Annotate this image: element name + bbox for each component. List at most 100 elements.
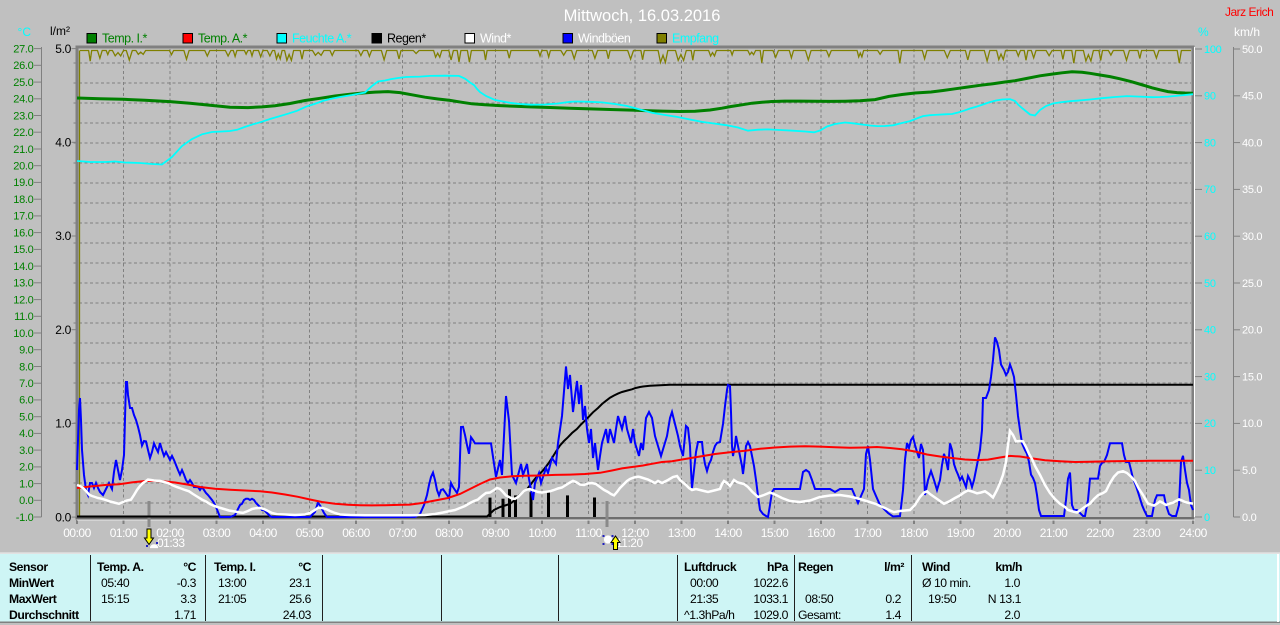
svg-text:20.0: 20.0 [1242, 325, 1262, 337]
svg-text:Ø 10 min.: Ø 10 min. [922, 576, 971, 590]
svg-text:25.6: 25.6 [289, 592, 312, 606]
svg-text:1.4: 1.4 [885, 608, 901, 622]
svg-text:Temp. A.: Temp. A. [97, 560, 144, 574]
svg-text:30.0: 30.0 [1242, 231, 1262, 243]
svg-text:10:00: 10:00 [528, 526, 556, 540]
svg-text:24.03: 24.03 [283, 608, 312, 622]
svg-text:23:00: 23:00 [1133, 526, 1161, 540]
svg-text:1.0: 1.0 [1004, 576, 1020, 590]
svg-text:l/m²: l/m² [884, 560, 904, 574]
svg-text:20:00: 20:00 [993, 526, 1021, 540]
svg-text:Wind*: Wind* [480, 32, 511, 46]
svg-text:11.0: 11.0 [14, 311, 34, 323]
svg-text:9.0: 9.0 [19, 345, 34, 357]
svg-text:MinWert: MinWert [9, 576, 54, 590]
svg-text:Temp. I.*: Temp. I.* [102, 32, 147, 46]
svg-text:Sensor: Sensor [9, 560, 48, 574]
svg-text:00:00: 00:00 [690, 576, 719, 590]
svg-text:2.0: 2.0 [1004, 608, 1020, 622]
svg-text:Regen*: Regen* [387, 32, 426, 46]
svg-text:01:33: 01:33 [157, 536, 185, 550]
svg-text:1.0: 1.0 [19, 478, 34, 490]
svg-text:11:20: 11:20 [616, 536, 643, 550]
svg-text:-0.3: -0.3 [177, 576, 197, 590]
svg-text:0.0: 0.0 [55, 510, 71, 524]
svg-text:4.0: 4.0 [19, 428, 34, 440]
svg-text:16:00: 16:00 [807, 526, 835, 540]
svg-text:km/h: km/h [1234, 25, 1260, 39]
svg-text:08:50: 08:50 [805, 592, 834, 606]
svg-text:1022.6: 1022.6 [753, 576, 788, 590]
svg-text:12:00: 12:00 [621, 526, 649, 540]
svg-text:hPa: hPa [767, 560, 789, 574]
svg-text:30: 30 [1204, 371, 1216, 383]
svg-text:22.0: 22.0 [13, 127, 33, 139]
svg-text:Mittwoch, 16.03.2016: Mittwoch, 16.03.2016 [564, 7, 721, 25]
svg-text:15.0: 15.0 [1242, 371, 1262, 383]
svg-text:5.0: 5.0 [55, 42, 71, 56]
svg-text:Empfang: Empfang [672, 32, 719, 46]
svg-text:23.0: 23.0 [13, 110, 33, 122]
svg-text:11:00: 11:00 [575, 526, 602, 540]
svg-text:03:00: 03:00 [203, 526, 231, 540]
svg-text:0.0: 0.0 [1242, 512, 1257, 524]
svg-text:km/h: km/h [995, 560, 1022, 574]
svg-text:10.0: 10.0 [13, 328, 33, 340]
svg-text:21:00: 21:00 [1040, 526, 1068, 540]
svg-text:80: 80 [1204, 137, 1216, 149]
svg-text:Gesamt:: Gesamt: [798, 608, 841, 622]
svg-text:0.0: 0.0 [19, 495, 34, 507]
svg-text:Temp. I.: Temp. I. [214, 560, 256, 574]
svg-text:Temp. A.*: Temp. A.* [198, 32, 248, 46]
svg-text:3.3: 3.3 [180, 592, 196, 606]
svg-text:60: 60 [1204, 231, 1216, 243]
svg-text:2.0: 2.0 [55, 323, 71, 337]
svg-text:15.0: 15.0 [13, 244, 33, 256]
svg-text:19.0: 19.0 [13, 177, 33, 189]
svg-text:-1.0: -1.0 [16, 512, 34, 524]
svg-text:10.0: 10.0 [1242, 418, 1262, 430]
svg-text:3.0: 3.0 [19, 445, 34, 457]
svg-text:Feuchte A.*: Feuchte A.* [292, 32, 352, 46]
svg-text:1029.0: 1029.0 [753, 608, 788, 622]
svg-text:19:50: 19:50 [928, 592, 957, 606]
svg-text:0.2: 0.2 [885, 592, 901, 606]
svg-text:5.0: 5.0 [1242, 465, 1257, 477]
svg-text:0: 0 [1204, 512, 1210, 524]
svg-text:25.0: 25.0 [13, 77, 33, 89]
svg-text:19:00: 19:00 [947, 526, 975, 540]
svg-text:22:00: 22:00 [1086, 526, 1114, 540]
svg-text:13.0: 13.0 [13, 278, 33, 290]
svg-text:Jarz Erich: Jarz Erich [1225, 5, 1273, 19]
svg-text:50: 50 [1204, 278, 1216, 290]
svg-text:17.0: 17.0 [13, 211, 33, 223]
svg-text:^1.3hPa/h: ^1.3hPa/h [684, 608, 734, 622]
svg-text:20: 20 [1204, 418, 1216, 430]
svg-text:09:00: 09:00 [482, 526, 510, 540]
svg-text:50.0: 50.0 [1242, 44, 1262, 56]
svg-text:Windböen: Windböen [578, 32, 631, 46]
svg-text:06:00: 06:00 [342, 526, 370, 540]
svg-text:1033.1: 1033.1 [753, 592, 788, 606]
svg-text:14.0: 14.0 [13, 261, 33, 273]
svg-text:40.0: 40.0 [1242, 137, 1262, 149]
svg-text:°C: °C [183, 560, 196, 574]
svg-text:90: 90 [1204, 91, 1216, 103]
svg-text:02:00: 02:00 [156, 526, 184, 540]
svg-text:13:00: 13:00 [668, 526, 696, 540]
svg-text:70: 70 [1204, 184, 1216, 196]
svg-text:40: 40 [1204, 325, 1216, 337]
svg-text:Wind: Wind [922, 560, 950, 574]
svg-text:08:00: 08:00 [435, 526, 463, 540]
svg-text:18:00: 18:00 [900, 526, 928, 540]
svg-text:Luftdruck: Luftdruck [684, 560, 737, 574]
svg-text:N 13.1: N 13.1 [988, 592, 1022, 606]
svg-text:17:00: 17:00 [854, 526, 882, 540]
svg-text:6.0: 6.0 [19, 395, 34, 407]
svg-text:4.0: 4.0 [55, 136, 71, 150]
svg-text:45.0: 45.0 [1242, 91, 1262, 103]
svg-text:2.0: 2.0 [19, 462, 34, 474]
svg-text:Regen: Regen [798, 560, 833, 574]
svg-text:24.0: 24.0 [13, 94, 33, 106]
svg-text:MaxWert: MaxWert [9, 592, 57, 606]
